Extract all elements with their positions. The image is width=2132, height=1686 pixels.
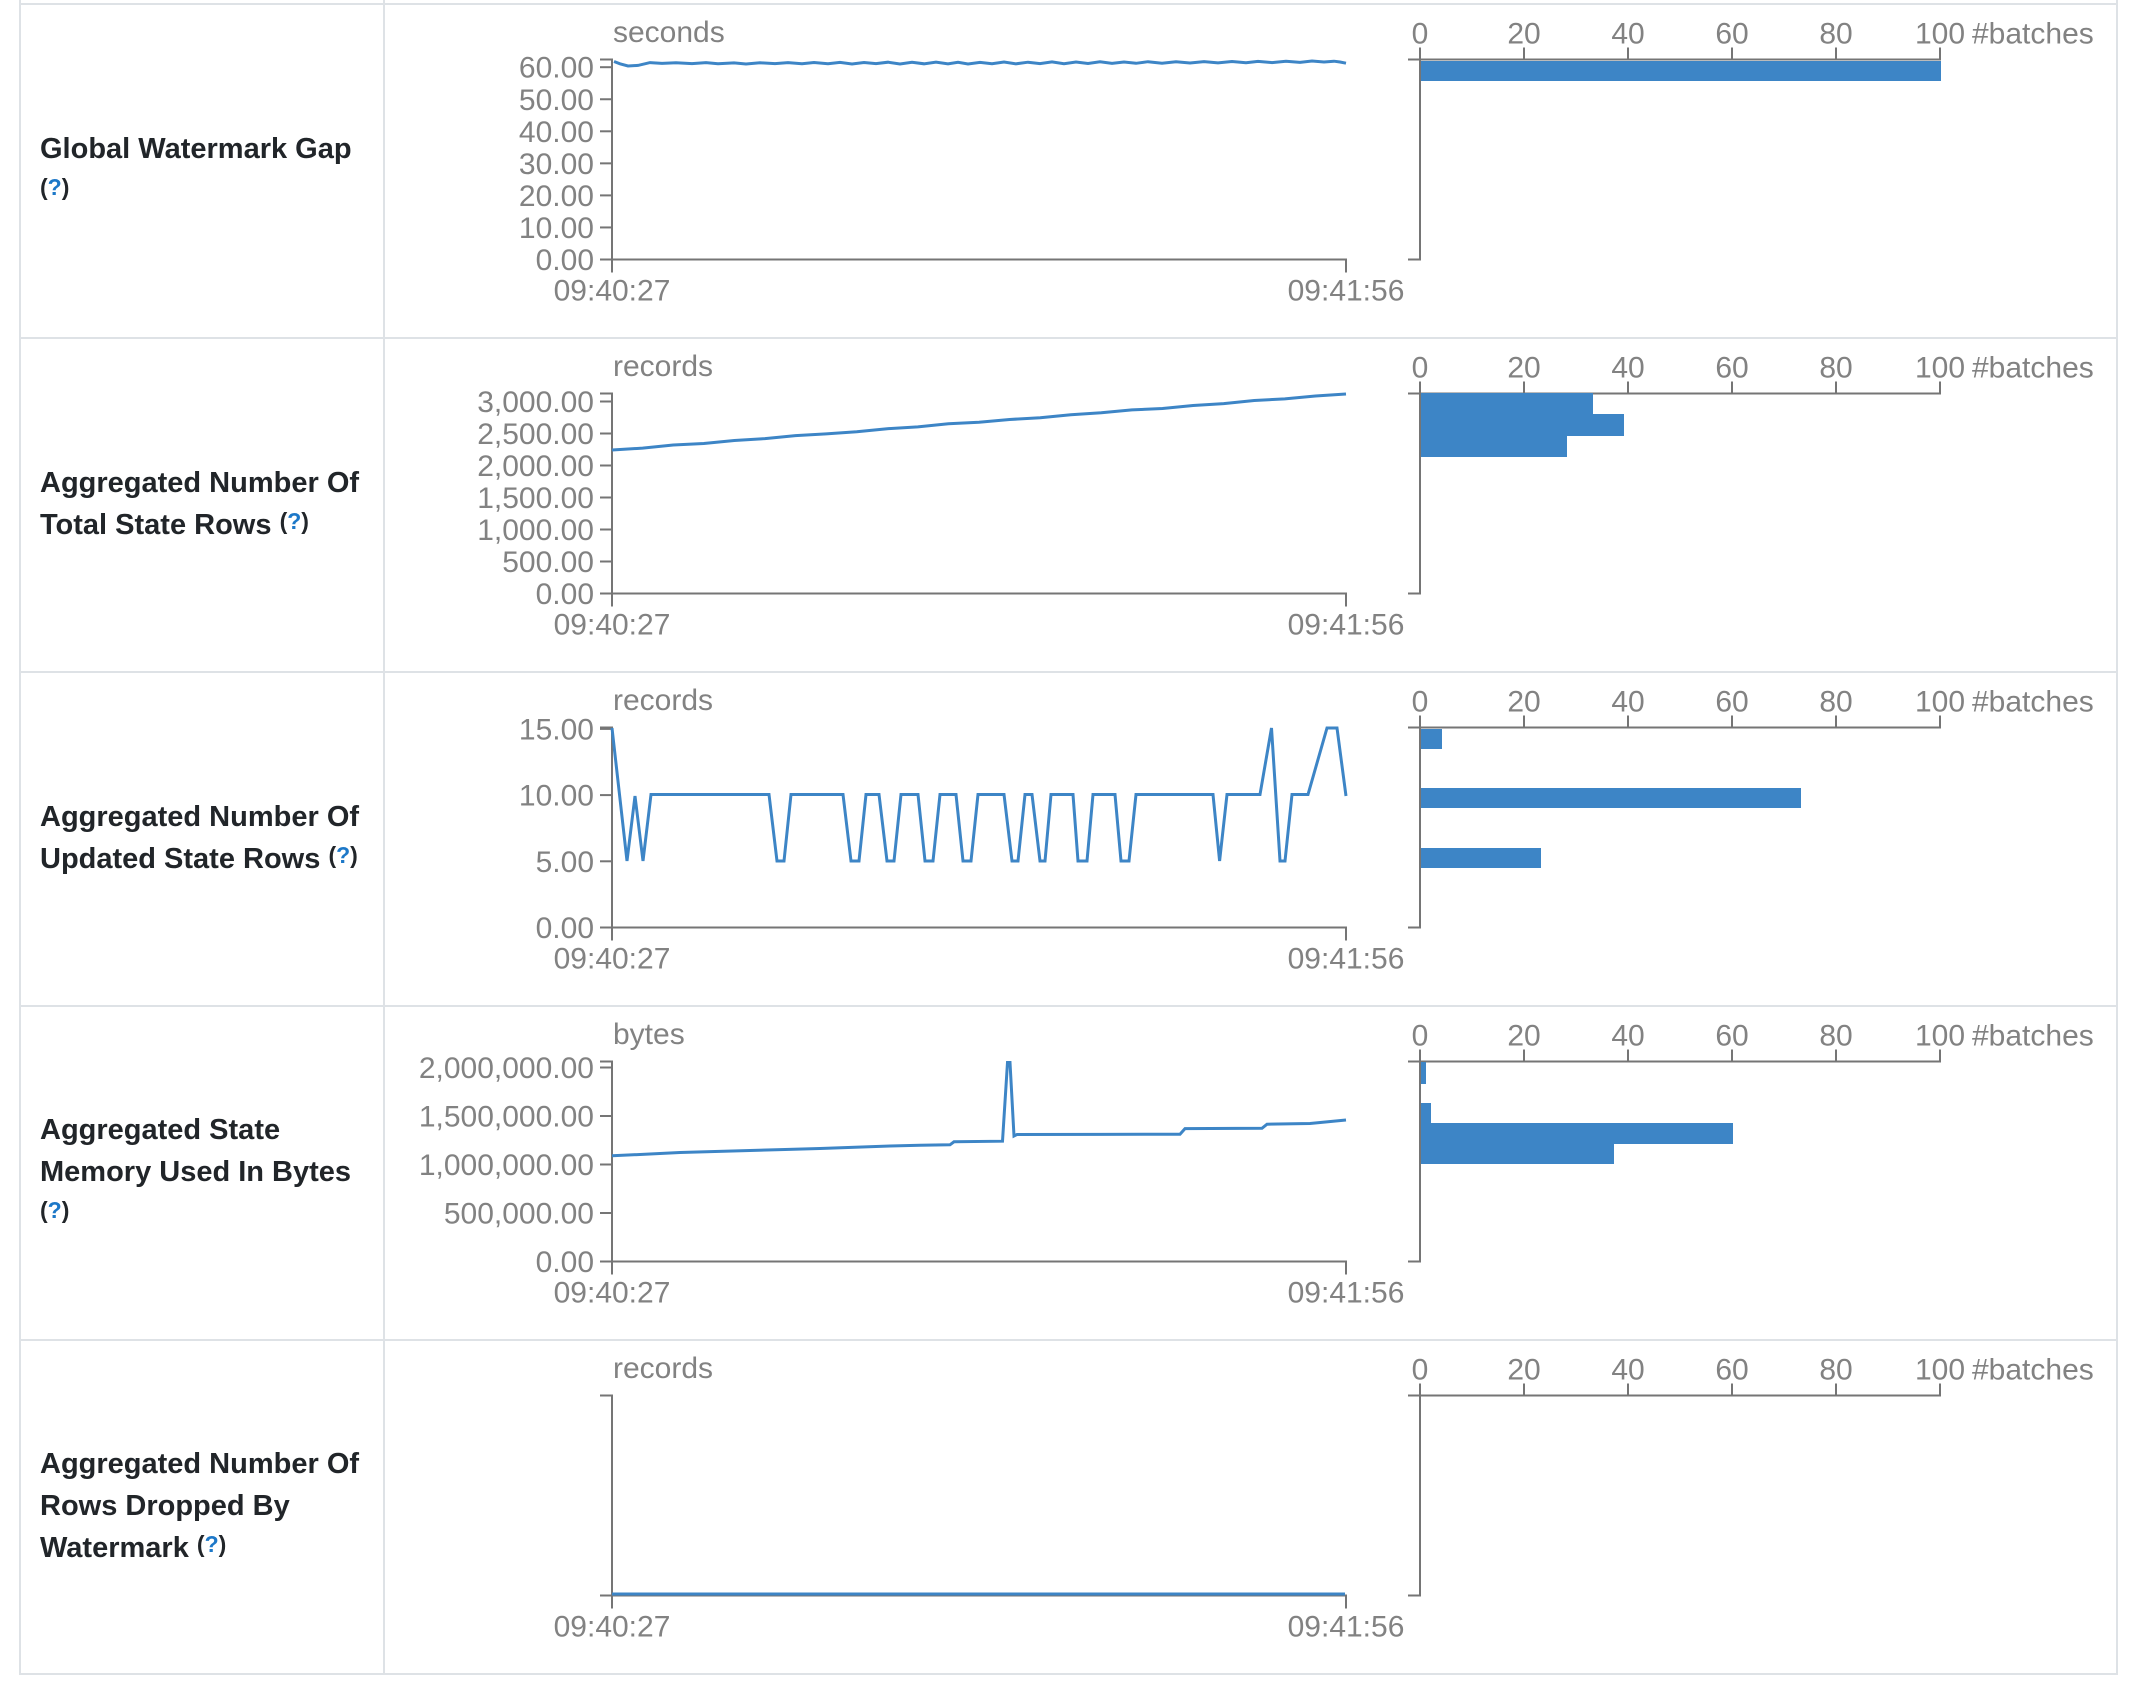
svg-text:records: records <box>613 1352 713 1385</box>
svg-text:20: 20 <box>1507 1020 1540 1053</box>
svg-text:100: 100 <box>1915 686 1965 719</box>
svg-text:0.00: 0.00 <box>536 1246 594 1279</box>
svg-text:seconds: seconds <box>613 16 725 49</box>
svg-text:#batches: #batches <box>1972 352 2094 385</box>
svg-text:100: 100 <box>1915 18 1965 51</box>
svg-text:09:41:56: 09:41:56 <box>1288 609 1405 642</box>
svg-text:40: 40 <box>1611 1354 1644 1387</box>
svg-text:20.00: 20.00 <box>519 180 594 213</box>
svg-text:60: 60 <box>1715 1354 1748 1387</box>
svg-text:#batches: #batches <box>1972 18 2094 51</box>
svg-text:0: 0 <box>1412 686 1429 719</box>
svg-text:50.00: 50.00 <box>519 84 594 117</box>
svg-text:#batches: #batches <box>1972 1020 2094 1053</box>
svg-text:40: 40 <box>1611 686 1644 719</box>
svg-text:09:40:27: 09:40:27 <box>554 609 671 642</box>
svg-text:09:40:27: 09:40:27 <box>554 943 671 976</box>
svg-text:0.00: 0.00 <box>536 912 594 945</box>
svg-text:40.00: 40.00 <box>519 116 594 149</box>
svg-text:500,000.00: 500,000.00 <box>444 1198 594 1231</box>
svg-text:09:41:56: 09:41:56 <box>1288 1277 1405 1310</box>
svg-text:#batches: #batches <box>1972 1354 2094 1387</box>
svg-text:1,500.00: 1,500.00 <box>477 482 594 515</box>
svg-text:10.00: 10.00 <box>519 780 594 813</box>
svg-text:1,500,000.00: 1,500,000.00 <box>419 1101 594 1134</box>
svg-text:09:40:27: 09:40:27 <box>554 275 671 308</box>
svg-text:09:40:27: 09:40:27 <box>554 1277 671 1310</box>
svg-text:0: 0 <box>1412 1354 1429 1387</box>
svg-text:80: 80 <box>1819 1020 1852 1053</box>
svg-text:#batches: #batches <box>1972 686 2094 719</box>
svg-text:500.00: 500.00 <box>502 546 594 579</box>
svg-text:1,000,000.00: 1,000,000.00 <box>419 1149 594 1182</box>
svg-text:15.00: 15.00 <box>519 713 594 746</box>
svg-text:20: 20 <box>1507 1354 1540 1387</box>
svg-text:09:41:56: 09:41:56 <box>1288 275 1405 308</box>
svg-text:0: 0 <box>1412 1020 1429 1053</box>
svg-text:0: 0 <box>1412 18 1429 51</box>
svg-text:0: 0 <box>1412 352 1429 385</box>
svg-text:30.00: 30.00 <box>519 148 594 181</box>
svg-text:40: 40 <box>1611 1020 1644 1053</box>
svg-text:40: 40 <box>1611 18 1644 51</box>
svg-text:60.00: 60.00 <box>519 52 594 85</box>
svg-text:09:41:56: 09:41:56 <box>1288 943 1405 976</box>
svg-text:10.00: 10.00 <box>519 212 594 245</box>
svg-text:80: 80 <box>1819 18 1852 51</box>
svg-text:60: 60 <box>1715 352 1748 385</box>
svg-text:records: records <box>613 684 713 717</box>
svg-text:20: 20 <box>1507 352 1540 385</box>
svg-text:09:41:56: 09:41:56 <box>1288 1611 1405 1644</box>
svg-text:2,000,000.00: 2,000,000.00 <box>419 1052 594 1085</box>
svg-text:100: 100 <box>1915 352 1965 385</box>
svg-text:2,500.00: 2,500.00 <box>477 418 594 451</box>
svg-text:100: 100 <box>1915 1020 1965 1053</box>
svg-text:0.00: 0.00 <box>536 578 594 611</box>
svg-text:40: 40 <box>1611 352 1644 385</box>
svg-text:100: 100 <box>1915 1354 1965 1387</box>
svg-text:records: records <box>613 350 713 383</box>
svg-text:60: 60 <box>1715 686 1748 719</box>
svg-text:80: 80 <box>1819 1354 1852 1387</box>
svg-text:60: 60 <box>1715 1020 1748 1053</box>
svg-text:80: 80 <box>1819 352 1852 385</box>
svg-text:2,000.00: 2,000.00 <box>477 450 594 483</box>
svg-text:20: 20 <box>1507 686 1540 719</box>
svg-text:80: 80 <box>1819 686 1852 719</box>
svg-text:09:40:27: 09:40:27 <box>554 1611 671 1644</box>
svg-text:60: 60 <box>1715 18 1748 51</box>
svg-text:0.00: 0.00 <box>536 244 594 277</box>
svg-text:20: 20 <box>1507 18 1540 51</box>
svg-text:5.00: 5.00 <box>536 846 594 879</box>
svg-text:bytes: bytes <box>613 1018 685 1051</box>
svg-text:1,000.00: 1,000.00 <box>477 514 594 547</box>
svg-text:3,000.00: 3,000.00 <box>477 386 594 419</box>
